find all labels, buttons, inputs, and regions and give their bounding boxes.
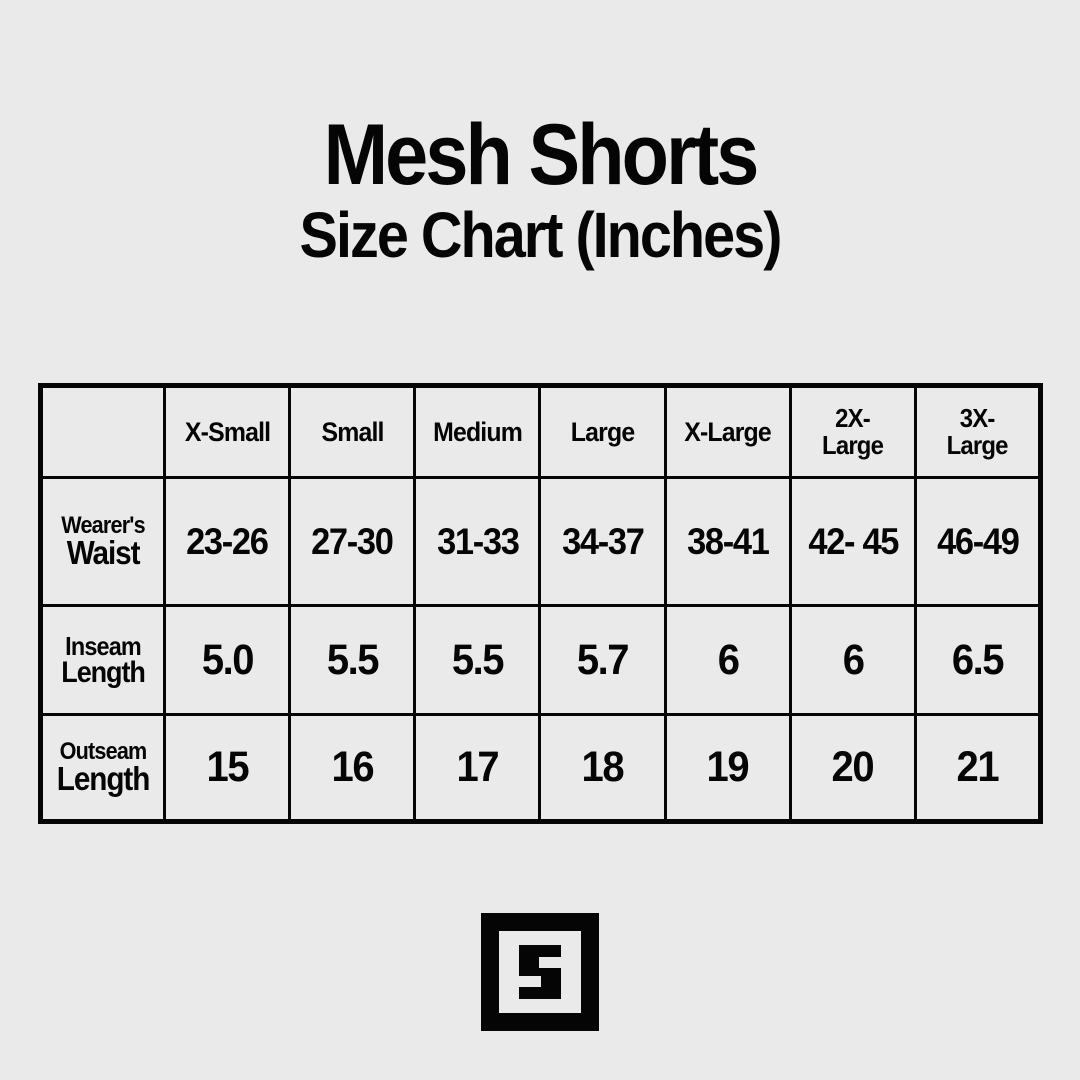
logo-square-ring	[481, 913, 599, 1031]
cell-value: 46-49	[936, 520, 1020, 562]
table-corner-cell	[40, 385, 167, 479]
cell-value: 19	[706, 743, 750, 791]
row-label-outseam-length: Outseam Length	[40, 713, 167, 822]
row-label-wearers-waist: Wearer's Waist	[40, 476, 167, 607]
cell-value: 5.7	[576, 635, 630, 684]
table-row-outseam-length: Outseam Length 15 16 17 18 19 20 21	[40, 713, 1041, 822]
title-block: Mesh Shorts Size Chart (Inches)	[0, 107, 1080, 271]
column-header-x-large: X-Large	[668, 385, 787, 479]
column-header-small: Small	[293, 385, 412, 479]
table-cell: 38-41	[663, 476, 792, 607]
cell-value: 42- 45	[807, 520, 899, 562]
row-label-line1: Inseam	[65, 630, 142, 661]
row-label-line1: Outseam	[59, 737, 148, 765]
column-header-medium: Medium	[418, 385, 537, 479]
cell-value: 5.0	[201, 635, 255, 684]
table-cell: 19	[663, 713, 792, 822]
column-header-label: Large	[570, 416, 635, 447]
column-header-label-line1: 3X-	[960, 403, 996, 434]
table-cell: 6	[788, 604, 917, 716]
table-cell: 5.0	[163, 604, 292, 716]
cell-value: 27-30	[311, 520, 395, 562]
cell-value: 6	[717, 635, 739, 684]
table-cell: 18	[538, 713, 667, 822]
table-cell: 6	[663, 604, 792, 716]
column-header-label-line1: 2X-	[835, 403, 871, 434]
cell-value: 6	[842, 635, 864, 684]
table-cell: 6.5	[913, 604, 1041, 716]
table-row-inseam-length: Inseam Length 5.0 5.5 5.5 5.7 6 6 6.5	[40, 604, 1041, 716]
table-cell: 42- 45	[788, 476, 917, 607]
cell-value: 38-41	[686, 520, 770, 562]
cell-value: 34-37	[561, 520, 645, 562]
cell-value: 5.5	[326, 635, 380, 684]
column-header-label: X-Large	[684, 416, 772, 447]
column-header-label: Medium	[432, 416, 523, 447]
cell-value: 16	[331, 743, 375, 791]
row-label-line2: Waist	[66, 533, 141, 571]
table-cell: 15	[163, 713, 292, 822]
table-cell: 23-26	[163, 476, 292, 607]
cell-value: 5.5	[451, 635, 505, 684]
cell-value: 15	[206, 743, 249, 791]
table-cell: 5.5	[413, 604, 542, 716]
cell-value: 20	[832, 743, 875, 791]
table-cell: 20	[788, 713, 917, 822]
cell-value: 6.5	[951, 635, 1005, 684]
logo-s-letter	[519, 945, 561, 999]
table-cell: 17	[413, 713, 542, 822]
page-title: Mesh Shorts	[323, 107, 760, 203]
column-header-label: X-Small	[184, 416, 271, 447]
table-cell: 34-37	[538, 476, 667, 607]
cell-value: 17	[456, 743, 500, 791]
row-label-line2: Length	[61, 655, 146, 689]
logo-s-notch-top	[539, 957, 561, 968]
table-cell: 27-30	[288, 476, 417, 607]
table-cell: 16	[288, 713, 417, 822]
size-chart-table: X-Small Small Medium Large X-Large 2X- L…	[38, 383, 1043, 824]
cell-value: 21	[956, 743, 1000, 791]
column-header-label-line2: Large	[822, 430, 884, 460]
row-label-inseam-length: Inseam Length	[40, 604, 167, 716]
size-chart-table-container: X-Small Small Medium Large X-Large 2X- L…	[38, 383, 1043, 824]
table-cell: 31-33	[413, 476, 542, 607]
column-header-3x-large: 3X- Large	[918, 385, 1036, 479]
row-label-line2: Length	[56, 759, 151, 797]
page-subtitle: Size Chart (Inches)	[299, 198, 783, 271]
column-header-label-line2: Large	[946, 430, 1009, 460]
column-header-large: Large	[543, 385, 662, 479]
column-header-2x-large: 2X- Large	[793, 385, 912, 479]
table-cell: 46-49	[913, 476, 1041, 607]
table-cell: 21	[913, 713, 1041, 822]
brand-logo-icon	[481, 913, 599, 1031]
table-cell: 5.5	[288, 604, 417, 716]
table-header-row: X-Small Small Medium Large X-Large 2X- L…	[40, 385, 1041, 479]
row-label-line1: Wearer's	[61, 511, 145, 539]
cell-value: 18	[581, 743, 625, 791]
table-row-wearers-waist: Wearer's Waist 23-26 27-30 31-33 34-37 3…	[40, 476, 1041, 607]
column-header-label: Small	[321, 416, 384, 447]
table-cell: 5.7	[538, 604, 667, 716]
column-header-x-small: X-Small	[168, 385, 287, 479]
cell-value: 31-33	[436, 520, 520, 562]
logo-s-notch-bottom	[519, 976, 541, 987]
cell-value: 23-26	[186, 520, 269, 562]
